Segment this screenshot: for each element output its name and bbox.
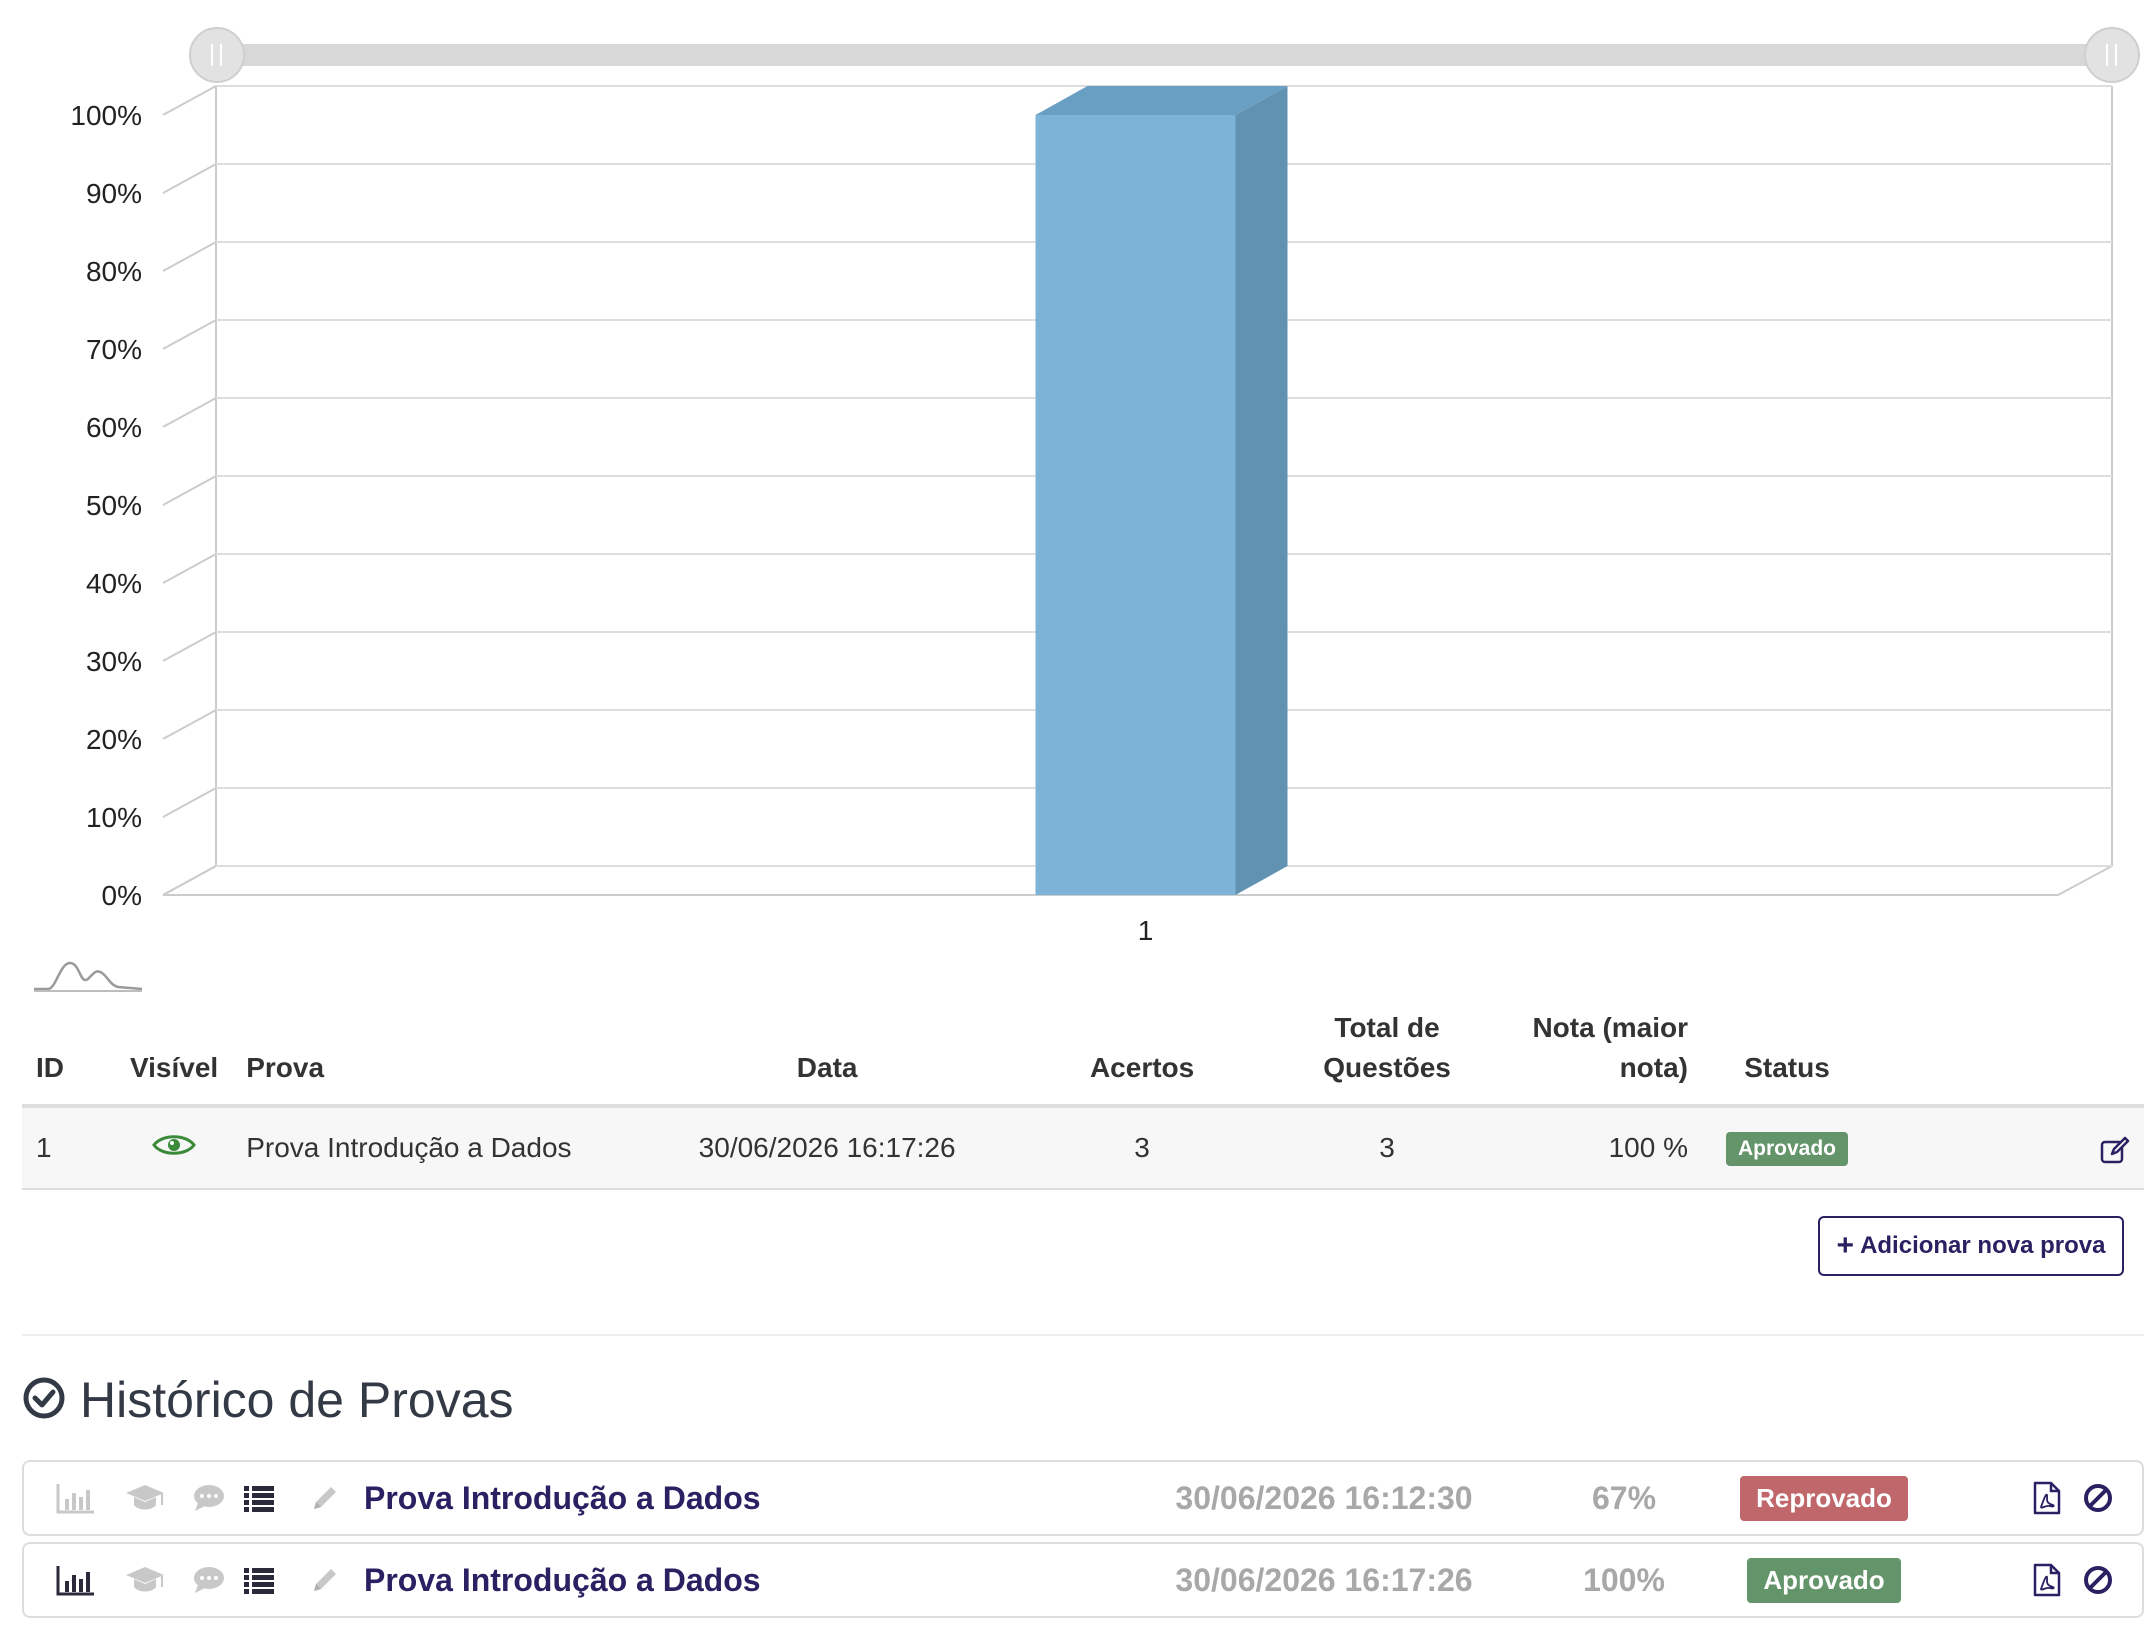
gridline-depth bbox=[162, 475, 217, 506]
gridline-depth bbox=[162, 709, 217, 740]
col-header-grade[interactable]: Nota (maior nota) bbox=[1482, 1008, 1703, 1108]
gridline-depth bbox=[162, 319, 217, 350]
chart-bars bbox=[1035, 86, 1288, 895]
col-header-visible[interactable]: Visível bbox=[115, 1008, 233, 1108]
history-row: Prova Introdução a Dados 30/06/2026 16:1… bbox=[22, 1542, 2144, 1618]
cell-visible bbox=[115, 1106, 233, 1190]
pencil-icon[interactable] bbox=[310, 1544, 340, 1616]
status-badge: Aprovado bbox=[1726, 1132, 1849, 1166]
y-tick-label: 40% bbox=[86, 568, 142, 599]
bar-chart-icon[interactable] bbox=[56, 1462, 96, 1534]
graduation-cap-icon[interactable] bbox=[124, 1544, 166, 1616]
x-tick-label: 1 bbox=[1138, 915, 1154, 946]
history-title: Histórico de Provas bbox=[80, 1372, 514, 1428]
history-row: Prova Introdução a Dados 30/06/2026 16:1… bbox=[22, 1460, 2144, 1536]
y-tick-label: 0% bbox=[102, 880, 142, 911]
gridline-depth bbox=[162, 397, 217, 428]
status-badge: Reprovado bbox=[1740, 1475, 1908, 1521]
range-slider-left-handle[interactable] bbox=[189, 27, 245, 83]
range-slider-right-handle[interactable] bbox=[2084, 27, 2140, 83]
y-tick-label: 100% bbox=[70, 100, 142, 131]
history-heading: Histórico de Provas bbox=[22, 1370, 514, 1430]
col-header-hits[interactable]: Acertos bbox=[992, 1008, 1293, 1108]
history-date: 30/06/2026 16:17:26 bbox=[1175, 1561, 1473, 1598]
history-status: Aprovado bbox=[1724, 1544, 1924, 1616]
cell-exam: Prova Introdução a Dados bbox=[232, 1106, 663, 1190]
gridline-depth bbox=[162, 787, 217, 818]
gridline-depth bbox=[162, 865, 217, 896]
pdf-icon[interactable] bbox=[2032, 1462, 2062, 1534]
cell-grade: 100 % bbox=[1482, 1106, 1703, 1190]
table-row: 1 Prova Introdução a Dados 30/06/2026 16… bbox=[22, 1106, 2144, 1190]
y-tick-label: 20% bbox=[86, 724, 142, 755]
col-header-total[interactable]: Total de Questões bbox=[1292, 1008, 1483, 1108]
col-header-exam[interactable]: Prova bbox=[232, 1008, 663, 1108]
bar-front bbox=[1035, 115, 1236, 895]
col-header-total-line1: Total de bbox=[1334, 1012, 1440, 1043]
cell-date: 30/06/2026 16:17:26 bbox=[662, 1106, 993, 1190]
check-circle-icon bbox=[22, 1376, 66, 1425]
section-divider bbox=[22, 1334, 2144, 1336]
y-tick-label: 90% bbox=[86, 178, 142, 209]
add-exam-button[interactable]: + Adicionar nova prova bbox=[1818, 1216, 2124, 1276]
history-status: Reprovado bbox=[1724, 1462, 1924, 1534]
y-axis-ticks: 0% 10% 20% 30% 40% 50% 60% 70% 80% 90% 100% bbox=[70, 100, 142, 911]
graduation-cap-icon[interactable] bbox=[124, 1462, 166, 1534]
exam-table: ID Visível Prova Data Acertos Total de Qu… bbox=[22, 1008, 2144, 1190]
plus-icon: + bbox=[1836, 1229, 1855, 1262]
comment-icon[interactable] bbox=[192, 1544, 226, 1616]
col-header-grade-line1: Nota (maior bbox=[1532, 1012, 1689, 1043]
col-header-actions bbox=[1872, 1008, 2144, 1108]
history-date: 30/06/2026 16:12:30 bbox=[1175, 1479, 1473, 1516]
chart-type-toggle-icon[interactable] bbox=[30, 955, 146, 995]
history-score: 100% bbox=[1583, 1561, 1665, 1598]
bar-chart: 0% 10% 20% 30% 40% 50% 60% 70% 80% 90% 100% 1 bbox=[70, 27, 2140, 946]
edit-icon[interactable] bbox=[2100, 1136, 2130, 1164]
gridline-depth bbox=[162, 553, 217, 584]
y-tick-label: 30% bbox=[86, 646, 142, 677]
table-header-row: ID Visível Prova Data Acertos Total de Qu… bbox=[22, 1008, 2144, 1108]
x-axis-ticks: 1 bbox=[1138, 915, 1154, 946]
cell-status: Aprovado bbox=[1702, 1106, 1872, 1190]
history-score: 67% bbox=[1591, 1479, 1657, 1516]
list-icon[interactable] bbox=[242, 1544, 276, 1616]
y-tick-label: 80% bbox=[86, 256, 142, 287]
range-slider-track[interactable] bbox=[216, 44, 2112, 66]
comment-icon[interactable] bbox=[192, 1462, 226, 1534]
y-tick-label: 10% bbox=[86, 802, 142, 833]
ban-icon[interactable] bbox=[2082, 1544, 2114, 1616]
history-exam-link[interactable]: Prova Introdução a Dados bbox=[364, 1561, 761, 1598]
bar-side bbox=[1235, 86, 1288, 895]
gridline-depth bbox=[162, 163, 217, 194]
cell-actions bbox=[1872, 1106, 2144, 1190]
y-tick-label: 50% bbox=[86, 490, 142, 521]
status-badge: Aprovado bbox=[1747, 1557, 1901, 1603]
col-header-total-line2: Questões bbox=[1323, 1052, 1451, 1083]
list-icon[interactable] bbox=[242, 1462, 276, 1534]
cell-total: 3 bbox=[1292, 1106, 1483, 1190]
y-tick-label: 70% bbox=[86, 334, 142, 365]
pencil-icon[interactable] bbox=[310, 1462, 340, 1534]
col-header-id[interactable]: ID bbox=[22, 1008, 116, 1108]
cell-id: 1 bbox=[22, 1106, 116, 1190]
gridline-depth bbox=[162, 85, 217, 116]
range-slider[interactable] bbox=[189, 27, 2140, 83]
y-tick-label: 60% bbox=[86, 412, 142, 443]
ban-icon[interactable] bbox=[2082, 1462, 2114, 1534]
col-header-grade-line2: nota) bbox=[1619, 1052, 1689, 1083]
add-exam-button-label: Adicionar nova prova bbox=[1860, 1232, 2106, 1259]
gridline-depth bbox=[162, 241, 217, 272]
bar-chart-icon[interactable] bbox=[56, 1544, 96, 1616]
eye-icon[interactable] bbox=[152, 1132, 196, 1158]
history-exam-link[interactable]: Prova Introdução a Dados bbox=[364, 1479, 761, 1516]
col-header-status[interactable]: Status bbox=[1702, 1008, 1872, 1108]
bar bbox=[1035, 86, 1288, 895]
pdf-icon[interactable] bbox=[2032, 1544, 2062, 1616]
cell-hits: 3 bbox=[992, 1106, 1293, 1190]
gridline-depth bbox=[162, 631, 217, 662]
col-header-date[interactable]: Data bbox=[662, 1008, 993, 1108]
bar-top bbox=[1035, 86, 1288, 115]
